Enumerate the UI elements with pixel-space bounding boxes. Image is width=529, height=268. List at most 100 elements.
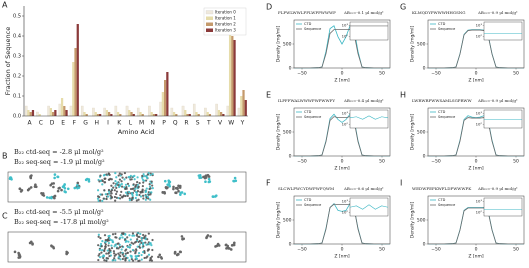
slab-bead [127, 240, 130, 243]
inset-y-tick-label: 10⁰ [342, 34, 349, 39]
slab-bead [110, 189, 114, 192]
axes-frame [23, 6, 248, 117]
slab-bead [142, 181, 145, 184]
bar [233, 40, 236, 116]
y-tick-label: 500 [417, 218, 426, 224]
slab-bead [97, 254, 100, 257]
legend-swatch [206, 22, 213, 26]
free-bead [60, 188, 63, 192]
slab-bead [129, 187, 133, 191]
y-tick-label: 500 [283, 130, 292, 136]
slab-bead [144, 241, 147, 244]
x-tick-label: V [218, 120, 223, 127]
density-line [428, 117, 524, 157]
x-axis-label: Z [nm] [334, 254, 350, 260]
slab-bead [133, 178, 136, 181]
bar [94, 112, 97, 116]
slab-bead [130, 241, 133, 244]
slab-bead [99, 174, 102, 177]
slab-bead [124, 194, 127, 198]
x-axis-label: Amino Acid [118, 128, 155, 136]
free-bead [206, 234, 210, 237]
bar [244, 100, 247, 116]
x-axis-label: Z [nm] [334, 166, 350, 172]
bar [206, 112, 209, 116]
slab-bead [122, 232, 125, 235]
legend-label: CTD [304, 110, 312, 114]
slab-bead [130, 198, 133, 202]
slab-bead [137, 252, 141, 255]
slab-bead [117, 183, 120, 187]
slab-bead [97, 233, 100, 236]
slab-bead [151, 238, 154, 242]
bar [60, 98, 64, 116]
bar [76, 24, 79, 116]
slab-bead [147, 193, 150, 196]
bar [80, 105, 84, 117]
slab-bead [114, 236, 117, 239]
x-tick-label: K [117, 120, 122, 127]
slab-bead [106, 193, 109, 196]
slab-bead [124, 258, 127, 262]
x-tick-label: P [162, 120, 166, 127]
x-tick-label: 0 [341, 71, 344, 77]
x-tick-label: −50 [297, 247, 307, 253]
free-bead [45, 196, 49, 199]
slab-bead [129, 174, 132, 177]
x-tick-label: F [73, 120, 77, 127]
bar [161, 92, 164, 116]
free-bead [173, 251, 177, 254]
slab-bead [121, 253, 124, 256]
free-bead [53, 173, 57, 176]
legend-label: CTD [438, 22, 446, 26]
slab-bead [120, 180, 123, 183]
free-bead [9, 176, 13, 179]
slab-bead [100, 245, 103, 248]
free-bead [232, 179, 235, 183]
slab-bead [143, 175, 146, 178]
free-bead [176, 187, 179, 191]
slab-bead [136, 180, 139, 184]
free-bead [198, 176, 201, 180]
x-tick-label: C [39, 120, 43, 127]
panel-label: D [266, 3, 272, 12]
bar [24, 105, 28, 117]
bar [103, 107, 106, 117]
slab-bead [123, 171, 127, 175]
slab-bead [107, 195, 110, 198]
legend-label: CTD [438, 110, 446, 114]
slab-bead [104, 243, 107, 246]
x-tick-label: −50 [431, 247, 441, 253]
free-bead [172, 185, 175, 189]
slab-bead [138, 182, 141, 185]
free-bead [166, 183, 169, 186]
free-bead [87, 178, 91, 181]
legend-label: Sequence [304, 27, 321, 31]
free-bead [33, 185, 37, 188]
slab-bead [147, 253, 151, 256]
slab-bead [113, 245, 116, 248]
slab-bead [136, 254, 139, 258]
slab-bead [121, 251, 124, 254]
free-bead [207, 180, 211, 184]
free-bead [233, 241, 236, 245]
slab-bead [97, 244, 100, 247]
x-tick-label: 50 [513, 247, 519, 253]
slab-bead [142, 245, 145, 248]
free-bead [177, 184, 180, 188]
slab-bead [103, 249, 106, 253]
bar [72, 62, 75, 116]
delta-b22: ΔB₂₂=-0.6 μl mol/g² [344, 186, 384, 191]
bar [222, 114, 225, 116]
inset-y-tick-label: 10¹ [476, 22, 483, 27]
inset-y-tick-label: 10⁰ [476, 122, 483, 127]
slab-bead [101, 248, 104, 252]
slab-bead [112, 186, 115, 189]
slab-bead [121, 245, 124, 248]
slab-bead [124, 191, 128, 194]
free-bead [167, 179, 171, 182]
legend-label: Iteration 2 [215, 22, 236, 27]
slab-bead [145, 256, 148, 259]
density-line [428, 207, 524, 245]
slab-bead [109, 249, 112, 252]
